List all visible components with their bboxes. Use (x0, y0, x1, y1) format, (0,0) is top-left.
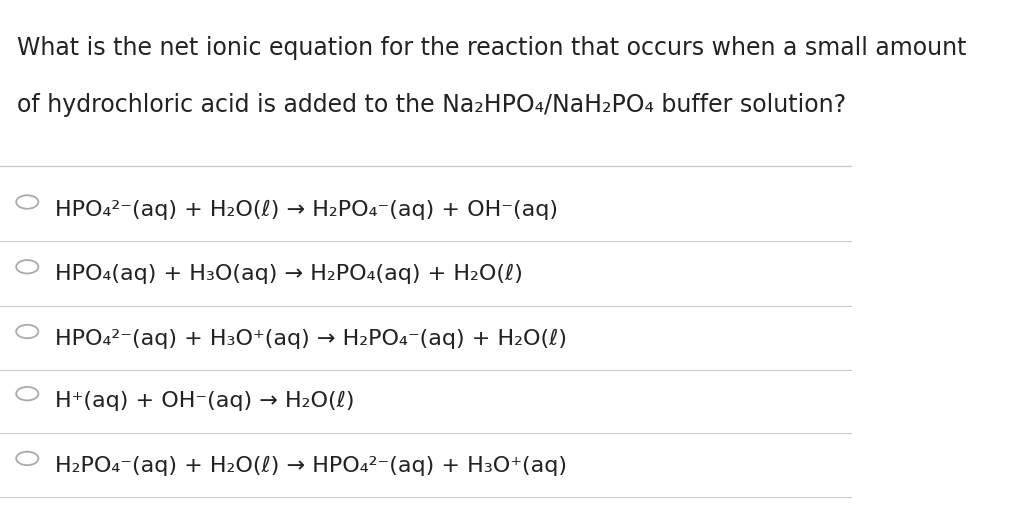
Text: H⁺(aq) + OH⁻(aq) → H₂O(ℓ): H⁺(aq) + OH⁻(aq) → H₂O(ℓ) (55, 391, 355, 411)
Text: HPO₄²⁻(aq) + H₃O⁺(aq) → H₂PO₄⁻(aq) + H₂O(ℓ): HPO₄²⁻(aq) + H₃O⁺(aq) → H₂PO₄⁻(aq) + H₂O… (55, 329, 567, 349)
Text: H₂PO₄⁻(aq) + H₂O(ℓ) → HPO₄²⁻(aq) + H₃O⁺(aq): H₂PO₄⁻(aq) + H₂O(ℓ) → HPO₄²⁻(aq) + H₃O⁺(… (55, 456, 567, 476)
Text: HPO₄²⁻(aq) + H₂O(ℓ) → H₂PO₄⁻(aq) + OH⁻(aq): HPO₄²⁻(aq) + H₂O(ℓ) → H₂PO₄⁻(aq) + OH⁻(a… (55, 199, 558, 220)
Text: HPO₄(aq) + H₃O(aq) → H₂PO₄(aq) + H₂O(ℓ): HPO₄(aq) + H₃O(aq) → H₂PO₄(aq) + H₂O(ℓ) (55, 264, 523, 284)
Text: of hydrochloric acid is added to the Na₂HPO₄/NaH₂PO₄ buffer solution?: of hydrochloric acid is added to the Na₂… (17, 93, 846, 117)
Text: What is the net ionic equation for the reaction that occurs when a small amount: What is the net ionic equation for the r… (17, 36, 967, 60)
